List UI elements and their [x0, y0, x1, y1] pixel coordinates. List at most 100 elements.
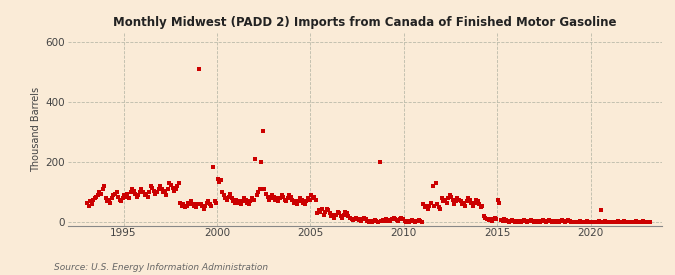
Point [474, 202, 485, 207]
Point [348, 218, 358, 222]
Point [514, 219, 525, 223]
Point [284, 193, 295, 198]
Point [242, 201, 252, 205]
Point [505, 219, 516, 223]
Point [381, 217, 392, 222]
Point [495, 218, 506, 222]
Point [470, 198, 481, 202]
Point [519, 218, 530, 222]
Point [458, 201, 469, 205]
Point [107, 196, 117, 201]
Point [342, 211, 352, 216]
Point [626, 219, 637, 224]
Point [195, 202, 206, 207]
Point [252, 190, 263, 195]
Point [405, 219, 416, 223]
Point [97, 187, 108, 192]
Point [357, 217, 368, 222]
Point [203, 199, 214, 204]
Point [307, 196, 318, 201]
Point [413, 218, 424, 222]
Point [524, 219, 535, 223]
Point [623, 219, 634, 224]
Y-axis label: Thousand Barrels: Thousand Barrels [31, 87, 41, 172]
Point [248, 198, 259, 202]
Point [485, 217, 495, 222]
Point [122, 192, 133, 196]
Point [479, 214, 489, 219]
Point [642, 219, 653, 224]
Point [555, 219, 566, 223]
Point [152, 190, 163, 195]
Point [520, 219, 531, 223]
Point [265, 196, 276, 201]
Point [466, 201, 477, 205]
Point [189, 204, 200, 208]
Point [343, 214, 354, 219]
Point [446, 195, 456, 199]
Point [244, 202, 254, 207]
Point [387, 217, 398, 222]
Point [489, 216, 500, 220]
Point [393, 219, 404, 223]
Point [309, 195, 320, 199]
Point [184, 202, 195, 207]
Point [292, 202, 302, 207]
Point [561, 219, 572, 223]
Point [618, 219, 629, 223]
Point [379, 219, 389, 223]
Point [276, 193, 287, 198]
Point [444, 193, 455, 198]
Point [99, 184, 109, 189]
Point [616, 220, 626, 224]
Point [439, 198, 450, 202]
Point [105, 201, 115, 205]
Point [424, 204, 435, 208]
Point [196, 204, 207, 208]
Point [544, 218, 555, 222]
Point [606, 220, 617, 224]
Point [518, 219, 529, 223]
Point [298, 201, 308, 205]
Point [312, 211, 323, 216]
Point [178, 202, 189, 207]
Point [637, 219, 648, 223]
Point [124, 196, 134, 201]
Point [114, 198, 125, 202]
Point [213, 177, 223, 181]
Point [531, 219, 542, 224]
Point [373, 219, 383, 224]
Point [529, 219, 539, 224]
Point [349, 217, 360, 222]
Point [136, 187, 147, 192]
Point [295, 196, 306, 201]
Point [477, 204, 488, 208]
Point [282, 196, 293, 201]
Point [402, 219, 413, 223]
Point [468, 204, 479, 208]
Point [592, 219, 603, 224]
Point [360, 217, 371, 222]
Point [454, 198, 464, 202]
Point [82, 201, 92, 205]
Point [261, 192, 271, 196]
Point [551, 219, 562, 223]
Point [641, 220, 651, 224]
Point [437, 196, 448, 201]
Point [483, 218, 494, 222]
Point [488, 217, 499, 222]
Point [589, 219, 600, 224]
Point [564, 219, 575, 223]
Point [150, 192, 161, 196]
Point [83, 204, 94, 208]
Point [600, 219, 611, 223]
Point [157, 187, 167, 192]
Point [147, 186, 158, 190]
Point [300, 202, 310, 207]
Point [188, 202, 198, 207]
Point [462, 199, 472, 204]
Point [510, 219, 520, 224]
Point [170, 187, 181, 192]
Point [502, 219, 512, 223]
Point [148, 189, 159, 193]
